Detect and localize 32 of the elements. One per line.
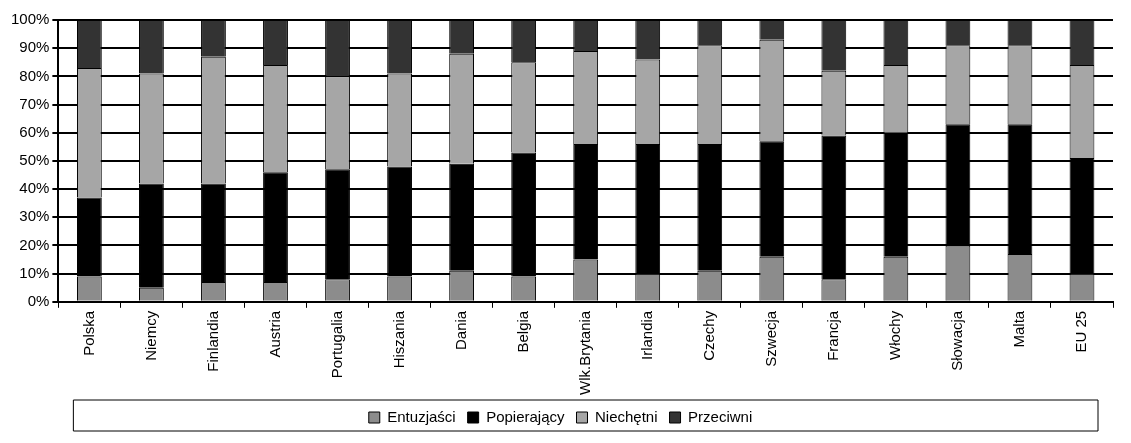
y-tick-label: 90%: [19, 38, 50, 56]
legend-label: Przeciwni: [688, 407, 753, 425]
x-tick-label: Hiszania: [389, 310, 407, 369]
y-tick-label: 0%: [27, 291, 50, 309]
x-tick-label: Słowacja: [948, 310, 966, 371]
y-tick-label: 80%: [19, 66, 50, 84]
x-tick-label: Austria: [265, 310, 283, 358]
y-tick-label: 30%: [19, 207, 50, 225]
x-tick-label: Finlandia: [203, 310, 221, 372]
x-tick-label: Portugalia: [327, 310, 345, 379]
x-tick-label: Irlandia: [637, 310, 655, 361]
y-tick-label: 40%: [19, 179, 50, 197]
x-tick-label: Czechy: [699, 310, 717, 361]
x-tick-label: EU 25: [1072, 310, 1090, 353]
x-tick-label: Szwecja: [761, 310, 779, 367]
legend-label: Popierający: [486, 407, 566, 425]
x-tick-label: Niemcy: [141, 310, 159, 361]
y-tick-label: 50%: [19, 151, 50, 169]
x-tick-label: Wlk.Brytania: [575, 310, 593, 395]
x-tick-label: Dania: [451, 310, 469, 351]
x-tick-label: Francja: [823, 310, 841, 361]
x-tick-label: Włochy: [886, 310, 904, 360]
y-tick-label: 60%: [19, 122, 50, 140]
y-tick-label: 20%: [19, 235, 50, 253]
y-tick-label: 10%: [19, 263, 50, 281]
legend-label: Entuzjaści: [387, 407, 456, 425]
x-tick-label: Belgia: [513, 310, 531, 353]
legend-label: Niechętni: [595, 407, 658, 425]
x-tick-label: Malta: [1010, 310, 1028, 348]
x-tick-label: Polska: [79, 310, 97, 356]
y-tick-label: 100%: [10, 10, 50, 28]
y-tick-label: 70%: [19, 94, 50, 112]
